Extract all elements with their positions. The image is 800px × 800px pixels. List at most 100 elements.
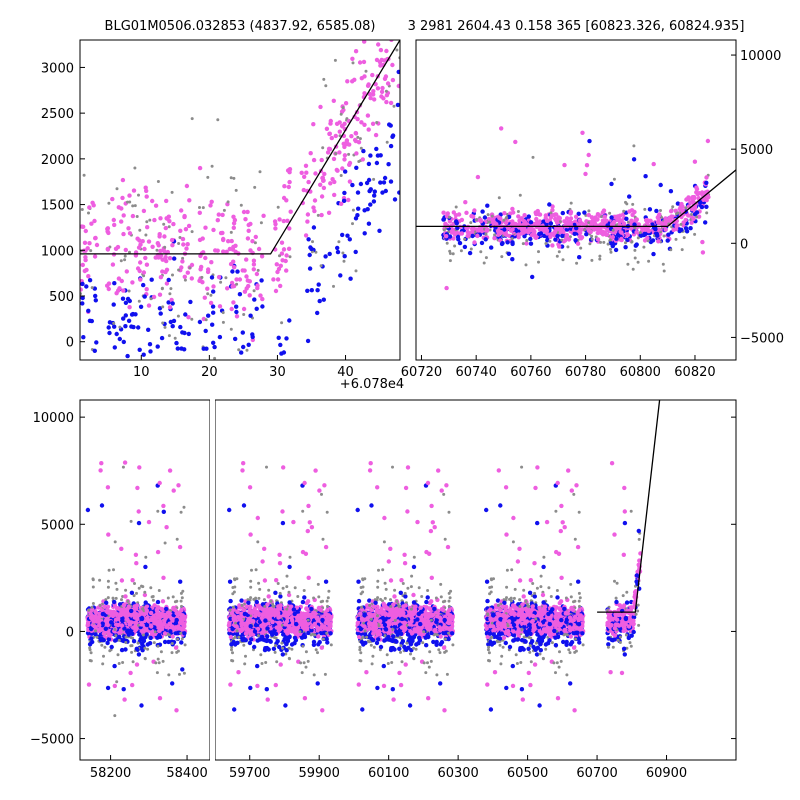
data-point [587,221,591,225]
data-point [309,288,314,293]
data-point [248,610,253,615]
data-point [375,153,381,158]
data-point [188,299,193,305]
data-point [281,195,287,201]
data-point [86,308,91,313]
data-point [372,645,376,649]
data-point [327,589,331,593]
data-point [137,299,141,303]
data-point [131,660,135,664]
data-point [340,166,345,171]
data-point [130,280,135,285]
data-point [316,213,320,217]
data-point [259,623,264,628]
data-point [704,198,709,203]
data-point [528,241,534,246]
data-point [120,598,123,602]
data-point [231,265,237,270]
data-point [350,182,355,188]
data-point [472,208,477,213]
data-point [136,652,142,657]
data-point [262,647,268,653]
data-point [584,232,589,237]
data-point [705,138,711,144]
data-point [266,647,271,652]
data-point [94,629,97,633]
data-point [337,240,341,244]
data-point [157,589,161,592]
data-point [533,210,538,215]
data-point [93,625,98,630]
data-point [103,645,107,649]
data-point [176,649,180,653]
data-point [251,258,257,263]
data-point [325,640,330,645]
data-point [335,249,341,255]
data-point [156,180,160,183]
data-point [130,631,135,636]
data-point [177,363,181,367]
data-point [701,197,706,202]
data-point [135,215,139,218]
data-point [151,598,155,602]
data-point [283,622,288,627]
data-point [337,129,342,134]
data-point [280,509,285,514]
data-point [390,77,396,83]
data-point [112,568,115,572]
data-point [129,620,134,625]
data-point [339,112,343,116]
data-point [284,336,289,341]
data-point [156,605,161,610]
data-point [612,177,616,181]
data-point [260,559,265,564]
data-point [328,181,333,186]
data-point [150,244,155,249]
data-point [287,646,291,650]
data-point [561,258,565,262]
data-point [284,642,289,647]
data-point [100,643,104,647]
data-point [602,214,607,219]
data-point [154,661,158,665]
data-point [253,612,258,617]
data-point [700,250,706,255]
data-point [301,509,305,513]
data-point [163,541,167,545]
data-point [177,544,183,550]
data-point [267,588,271,592]
data-point [681,220,686,225]
data-point [609,250,613,254]
data-point [305,625,310,631]
data-point [123,300,129,305]
data-point [127,298,132,304]
data-point [234,309,239,315]
data-point [80,295,85,301]
data-point [156,243,161,248]
data-point [281,632,286,637]
data-point [155,549,161,555]
data-point [427,665,431,669]
data-point [353,49,359,54]
data-point [169,287,173,291]
data-point [112,324,117,329]
data-point [592,226,598,232]
data-point [270,632,275,637]
data-point [149,277,154,282]
data-point [180,621,185,627]
data-point [216,274,222,280]
data-point [232,707,237,712]
data-point [623,245,628,250]
data-point [396,69,400,75]
data-point [341,107,346,113]
data-point [180,596,184,600]
data-point [273,221,278,227]
data-point [281,350,287,355]
data-point [137,586,141,590]
data-point [266,594,271,599]
data-point [237,277,243,282]
data-point [627,194,632,199]
data-point [544,242,548,245]
data-point [98,578,102,582]
data-point [240,603,244,607]
